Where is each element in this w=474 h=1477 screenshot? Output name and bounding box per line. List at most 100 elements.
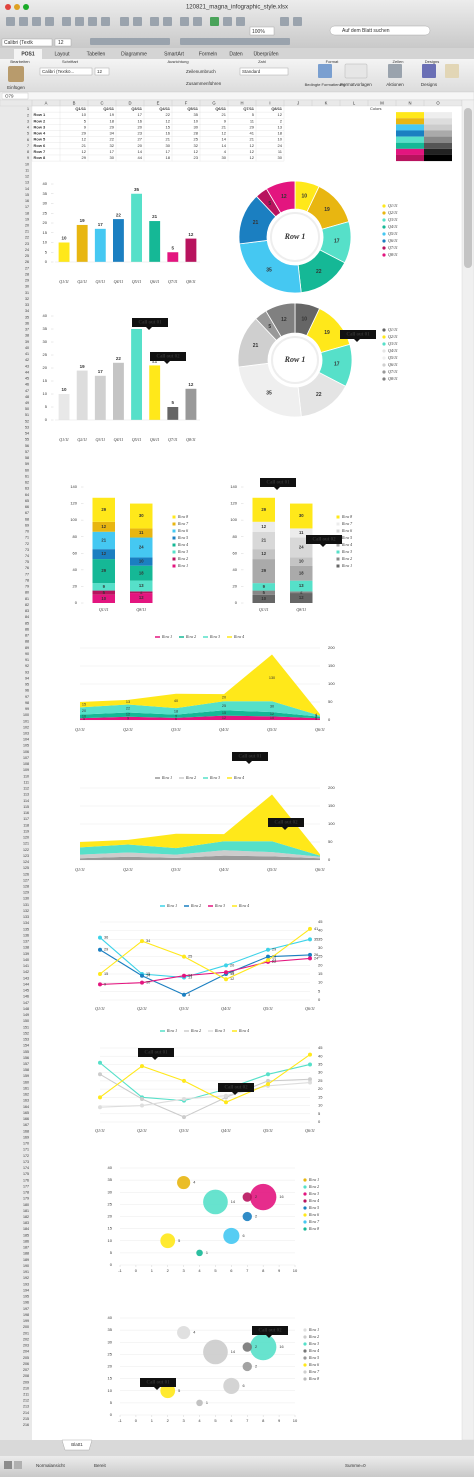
icon[interactable] [19,17,28,26]
legend-swatch [172,536,176,540]
y-tick-label: 40 [233,567,238,572]
y-tick-label: 5 [45,404,48,409]
themes-fonts-icon[interactable] [445,64,459,78]
data-label: 12 [188,382,194,387]
cells-label: Aktionen [386,82,404,87]
row-header: 115 [23,805,29,809]
sheet-tab[interactable] [61,1439,93,1451]
paste-icon[interactable] [8,66,24,82]
row-header: 119 [23,829,29,833]
icon[interactable] [101,17,110,26]
number-format-box[interactable] [239,67,289,76]
table-cell: 12 [250,149,255,154]
align-buttons[interactable] [180,38,290,45]
scroll-thumb[interactable] [464,108,472,268]
ribbon-tab[interactable]: SmartArt [164,51,184,57]
x-tick-label: 5 [214,1418,217,1423]
icon[interactable] [75,17,84,26]
row-header: 133 [23,915,29,919]
font-size-box[interactable] [54,38,72,47]
icon[interactable] [280,17,289,26]
ribbon-tab[interactable]: Tabellen [87,51,106,57]
ribbon-font-box[interactable] [39,67,93,76]
area-layer [80,701,320,717]
legend-label: Row 4 [238,1028,249,1033]
donut-slice [265,302,296,338]
close-button[interactable] [5,4,11,10]
legend-swatch [303,1192,307,1196]
minimize-button[interactable] [14,4,20,10]
data-label: 15 [146,972,150,976]
icon[interactable] [293,17,302,26]
data-label: 29 [261,568,266,573]
x-tick-label: Q5/11 [132,279,142,284]
y-tick-label: 0 [328,717,331,722]
data-label: 13 [139,583,144,588]
data-point [140,1103,144,1108]
column-header: G [212,100,215,105]
table-row-label: Row 5 [34,137,47,142]
ribbon-tab[interactable]: Diagramme [121,51,147,57]
zoom-box[interactable] [249,26,275,36]
icon[interactable] [163,17,172,26]
bubble [160,1383,176,1399]
ribbon-tab[interactable]: Formeln [199,51,218,57]
ribbon-tab[interactable]: Layout [54,51,70,57]
callout-box [260,478,296,487]
icon[interactable] [210,17,219,26]
icon[interactable] [88,17,97,26]
font-box[interactable] [1,38,53,47]
legend-label: Row 2 [308,1184,319,1189]
icon[interactable] [133,17,142,26]
ribbon-tab[interactable]: Daten [229,51,243,57]
table-cell: 32 [194,143,199,148]
icon[interactable] [45,17,54,26]
row-header: 8 [27,150,29,154]
legend-label: Row 8 [341,514,352,519]
row-header: 74 [25,554,29,558]
row-header: 67 [25,511,29,515]
row-header: 175 [23,1172,29,1176]
icon[interactable] [150,17,159,26]
x-tick-label: Q3/11 [179,1128,189,1133]
icon[interactable] [193,17,202,26]
conditional-icon[interactable] [318,64,332,78]
row-header: 47 [25,389,29,393]
column-header: K [325,100,328,105]
y-tick-label: 0 [318,1119,321,1124]
sum-display: Summe=0 [345,1463,366,1468]
name-box[interactable] [1,92,29,100]
icon[interactable] [62,17,71,26]
bar [58,394,70,420]
ribbon-tab[interactable]: POS1 [21,51,35,57]
icon[interactable] [6,17,15,26]
series-line [99,937,311,979]
vertical-scrollbar[interactable] [461,99,474,1441]
cells-icon[interactable] [388,64,402,78]
legend-swatch [336,515,340,519]
icon[interactable] [32,17,41,26]
row-header: 125 [23,866,29,870]
data-point [140,939,144,944]
view-button[interactable] [4,1461,12,1469]
search-box[interactable] [329,25,431,36]
row-header: 103 [23,731,29,735]
zoom-button[interactable] [23,4,29,10]
row-header: 84 [25,615,29,619]
ribbon-tab[interactable]: Überprüfen [253,50,278,57]
styles-icon[interactable] [344,63,368,79]
themes-icon[interactable] [422,64,436,78]
icon[interactable] [223,17,232,26]
y-tick-label: 5 [45,249,48,254]
icon[interactable] [236,17,245,26]
icon[interactable] [120,17,129,26]
callout-pointer [320,544,326,547]
x-tick-label: Q3/11 [171,867,181,872]
icon[interactable] [180,17,189,26]
format-buttons[interactable] [90,38,170,45]
row-header: 10 [25,162,29,166]
row-header: 139 [23,952,29,956]
ribbon-size-box[interactable] [94,67,110,76]
view-button[interactable] [14,1461,22,1469]
